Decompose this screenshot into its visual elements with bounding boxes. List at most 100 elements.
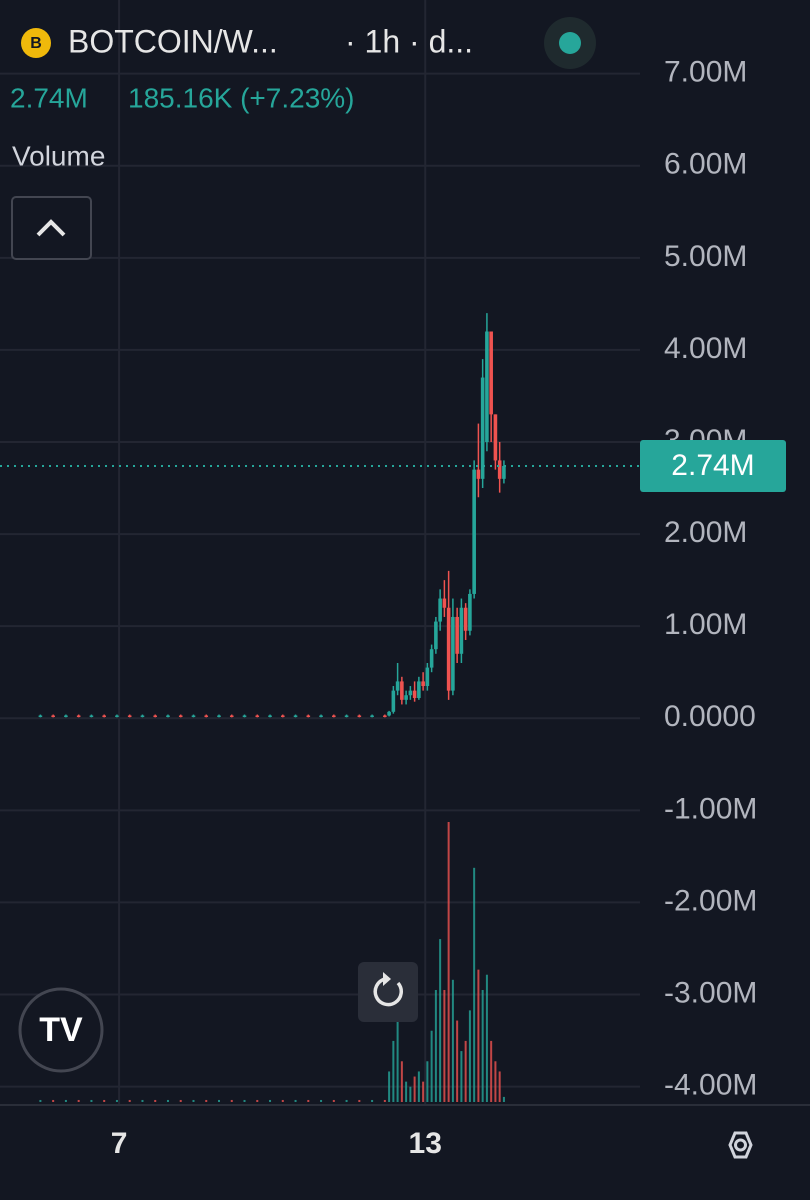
candle-body — [493, 414, 498, 461]
volume-bar — [115, 1099, 118, 1102]
candle-body — [140, 715, 145, 717]
x-tick-label: 7 — [111, 1127, 128, 1160]
candle-body — [319, 715, 323, 717]
volume-bar — [396, 1000, 399, 1102]
volume-bar — [490, 1040, 493, 1102]
volume-bar — [451, 979, 454, 1102]
candle-body — [468, 593, 472, 631]
candle-body — [229, 715, 234, 717]
candle-body — [438, 598, 442, 622]
y-tick-label: 5.00M — [664, 240, 747, 273]
volume-bar — [103, 1099, 106, 1102]
volume-bar — [481, 990, 484, 1102]
volume-bar — [243, 1099, 246, 1102]
interval: · 1h · d... — [345, 23, 473, 59]
candle-body — [89, 715, 94, 717]
candle-body — [489, 331, 493, 415]
volume-bar — [166, 1099, 169, 1102]
volume-bar — [179, 1099, 182, 1102]
y-tick-label: -4.00M — [664, 1069, 757, 1102]
candle-body — [480, 377, 485, 479]
volume-bar — [90, 1099, 93, 1102]
collapse-button[interactable] — [11, 196, 92, 260]
price: 2.74M — [10, 82, 88, 113]
volume-bar — [294, 1099, 297, 1102]
volume-bar — [39, 1099, 42, 1102]
candle-body — [425, 667, 430, 687]
candle-body — [383, 715, 387, 717]
volume-bar — [426, 1061, 429, 1102]
volume-bar — [434, 990, 437, 1102]
candle-body — [476, 469, 481, 479]
y-tick-label: 2.00M — [664, 516, 747, 549]
change: 185.16K (+7.23%) — [128, 82, 355, 113]
candle-body — [306, 715, 311, 717]
coin-icon — [21, 28, 51, 58]
volume-bar — [256, 1099, 259, 1102]
tv-logo-button[interactable] — [18, 987, 104, 1073]
collapse-icon — [36, 219, 66, 237]
volume-bar — [383, 1099, 386, 1102]
candle-body — [408, 690, 413, 696]
volume-bar — [77, 1099, 80, 1102]
candle-body — [204, 715, 209, 717]
candle-body — [76, 715, 81, 717]
coin-icon-letter: B — [30, 35, 42, 52]
volume-bar — [409, 1086, 412, 1102]
volume-bar — [388, 1071, 391, 1102]
candle-body — [395, 681, 400, 691]
candle-body — [332, 715, 336, 717]
volume-bar — [502, 1096, 505, 1102]
candle-body — [217, 715, 221, 717]
candle-body — [391, 690, 396, 712]
candle-body — [417, 681, 421, 698]
volume-bar — [320, 1099, 323, 1102]
volume-bar — [464, 1040, 467, 1102]
candle-body — [463, 607, 468, 631]
reset-button[interactable] — [358, 962, 418, 1022]
candle-body — [455, 616, 459, 654]
y-tick-label: -2.00M — [664, 884, 757, 917]
y-tick-label: 7.00M — [664, 56, 747, 89]
volume-bar — [485, 974, 488, 1102]
volume-bar — [447, 822, 450, 1102]
y-tick-label: 6.00M — [664, 148, 747, 181]
settings-icon[interactable] — [728, 1131, 753, 1159]
candle-body — [459, 607, 464, 654]
volume-bar — [443, 990, 446, 1102]
volume-bar — [460, 1051, 463, 1102]
reset-icon — [373, 977, 403, 1007]
status-dot — [559, 32, 581, 54]
volume-bar — [307, 1099, 310, 1102]
volume-bar — [498, 1071, 501, 1102]
candle-body — [178, 715, 183, 717]
volume-bar — [473, 867, 476, 1102]
volume-bar — [141, 1099, 144, 1102]
y-tick-label: -3.00M — [664, 976, 757, 1009]
y-tick-label: 4.00M — [664, 332, 747, 365]
volume-bar — [218, 1099, 221, 1102]
symbol: BOTCOIN/W... — [68, 23, 278, 59]
y-tick-label: -1.00M — [664, 792, 757, 825]
candle-body — [400, 681, 404, 700]
indicator-label: Volume — [12, 140, 105, 171]
volume-bar — [345, 1099, 348, 1102]
volume-bar — [281, 1099, 284, 1102]
y-tick-label: 0.0000 — [664, 700, 756, 733]
volume-bar — [439, 939, 442, 1102]
volume-bar — [358, 1099, 361, 1102]
volume-bar — [405, 1081, 408, 1102]
volume-bar — [192, 1099, 195, 1102]
candle-body — [421, 681, 425, 687]
volume-bar — [64, 1099, 67, 1102]
volume-bar — [417, 1071, 420, 1102]
volume-bar — [477, 969, 480, 1102]
candle-body — [268, 715, 272, 717]
reset-arrow — [383, 972, 391, 986]
y-tick-label: 1.00M — [664, 608, 747, 641]
candle-body — [404, 695, 408, 700]
volume-bar — [128, 1099, 131, 1102]
plot — [0, 0, 640, 1105]
settings-icon-center — [734, 1138, 747, 1152]
candle-body — [293, 715, 298, 717]
